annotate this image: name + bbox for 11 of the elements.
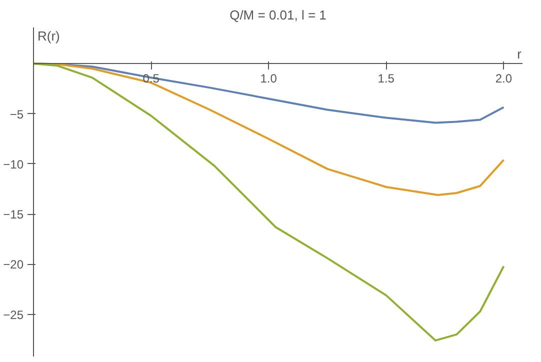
y-tick-label: −10 xyxy=(3,157,24,172)
x-tick-label: 2.0 xyxy=(495,72,512,86)
chart-title: Q/M = 0.01, l = 1 xyxy=(230,8,326,22)
x-tick-label: 1.0 xyxy=(260,72,278,86)
y-tick-label: −5 xyxy=(10,107,24,122)
y-tick-label: −20 xyxy=(3,258,24,272)
x-axis-title: r xyxy=(517,46,522,62)
y-tick-label: −15 xyxy=(3,208,24,222)
y-tick-label: −25 xyxy=(3,308,24,322)
x-tick-label: 1.5 xyxy=(378,72,395,86)
y-axis-title: R(r) xyxy=(38,28,60,44)
